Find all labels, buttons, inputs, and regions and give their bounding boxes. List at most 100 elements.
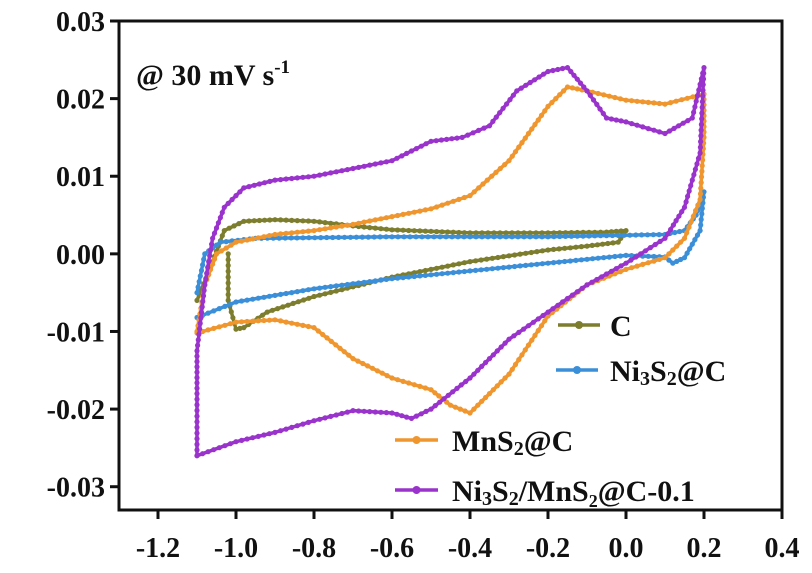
series-point bbox=[217, 215, 223, 221]
series-point bbox=[283, 290, 289, 297]
series-point bbox=[676, 213, 682, 219]
series-point bbox=[584, 282, 590, 288]
series-point bbox=[222, 443, 228, 449]
series-point bbox=[328, 170, 334, 176]
series-point bbox=[613, 228, 619, 234]
x-tick-label: -1.2 bbox=[136, 533, 180, 564]
series-point bbox=[698, 127, 704, 133]
series-point bbox=[697, 228, 703, 234]
series-point bbox=[383, 276, 389, 282]
series-point bbox=[694, 232, 701, 238]
series-point bbox=[401, 234, 407, 240]
series-point bbox=[686, 188, 692, 194]
series-point bbox=[336, 234, 342, 240]
series-point bbox=[454, 135, 460, 141]
series-point bbox=[473, 258, 479, 264]
series-point bbox=[530, 319, 537, 325]
series-point bbox=[434, 229, 440, 235]
series-point bbox=[698, 216, 704, 223]
series-point bbox=[317, 292, 323, 298]
series-point bbox=[278, 428, 284, 434]
series-point bbox=[359, 234, 365, 240]
series-point bbox=[294, 235, 300, 241]
series-point bbox=[194, 290, 200, 296]
series-point bbox=[278, 318, 284, 324]
series-point bbox=[527, 79, 533, 86]
y-tick-label: 0.03 bbox=[56, 7, 105, 38]
series-point bbox=[686, 224, 692, 230]
series-point bbox=[490, 387, 496, 393]
series-point bbox=[550, 306, 556, 312]
series-point bbox=[527, 234, 533, 240]
series-point bbox=[573, 244, 579, 250]
series-point bbox=[475, 402, 481, 408]
series-point bbox=[372, 161, 378, 167]
series-point bbox=[594, 242, 601, 248]
series-point bbox=[300, 174, 306, 180]
series-point bbox=[574, 289, 580, 295]
series-point bbox=[361, 163, 367, 169]
series-point bbox=[333, 288, 339, 294]
series-point bbox=[461, 234, 467, 240]
series-point bbox=[580, 233, 586, 239]
series-point bbox=[695, 155, 702, 161]
series-point bbox=[603, 233, 610, 239]
series-point bbox=[680, 120, 686, 126]
series-point bbox=[225, 200, 231, 206]
series-point bbox=[194, 391, 200, 397]
series-point bbox=[618, 118, 624, 124]
series-point bbox=[519, 140, 525, 146]
series-point bbox=[428, 206, 434, 212]
series-point bbox=[339, 168, 345, 174]
series-point bbox=[216, 324, 222, 330]
series-point bbox=[194, 353, 200, 359]
series-point bbox=[461, 230, 467, 236]
series-point bbox=[255, 235, 261, 241]
series-point bbox=[244, 297, 250, 303]
series-point bbox=[700, 82, 706, 88]
series-point bbox=[623, 97, 629, 103]
series-point bbox=[506, 158, 512, 164]
series-point bbox=[485, 230, 491, 236]
series-point bbox=[208, 247, 214, 253]
series-point bbox=[206, 259, 212, 265]
series-point bbox=[586, 233, 592, 239]
series-point bbox=[601, 92, 607, 98]
series-point bbox=[413, 234, 419, 240]
series-point bbox=[486, 356, 493, 362]
series-point bbox=[450, 270, 456, 276]
series-point bbox=[486, 123, 493, 129]
series-point bbox=[196, 331, 202, 337]
series-point bbox=[506, 336, 512, 342]
series-point bbox=[439, 264, 445, 270]
series-point bbox=[590, 97, 597, 103]
series-point bbox=[355, 358, 361, 364]
series-point bbox=[670, 247, 676, 253]
series-point bbox=[613, 117, 619, 123]
series-point bbox=[250, 318, 256, 324]
series-point bbox=[317, 285, 323, 291]
series-point bbox=[495, 254, 501, 261]
series-point bbox=[479, 230, 485, 236]
series-point bbox=[698, 222, 704, 228]
series-point bbox=[560, 299, 566, 305]
series-point bbox=[204, 270, 210, 276]
series-point bbox=[647, 245, 654, 251]
series-point bbox=[322, 284, 328, 290]
x-tick-label: -0.8 bbox=[292, 533, 336, 564]
series-point bbox=[490, 352, 496, 358]
series-point bbox=[259, 312, 266, 318]
series-point bbox=[194, 419, 200, 425]
series-point bbox=[239, 238, 245, 244]
series-point bbox=[538, 323, 545, 329]
series-point bbox=[690, 94, 696, 100]
series-point bbox=[480, 181, 486, 187]
series-point bbox=[406, 227, 412, 234]
series-point bbox=[628, 257, 634, 263]
series-point bbox=[377, 234, 383, 240]
legend-item-ni3s2-c: Ni3S2@C bbox=[556, 355, 726, 390]
series-point bbox=[651, 100, 657, 106]
series-point bbox=[640, 99, 646, 105]
series-point bbox=[344, 285, 350, 291]
series-point bbox=[700, 87, 706, 93]
